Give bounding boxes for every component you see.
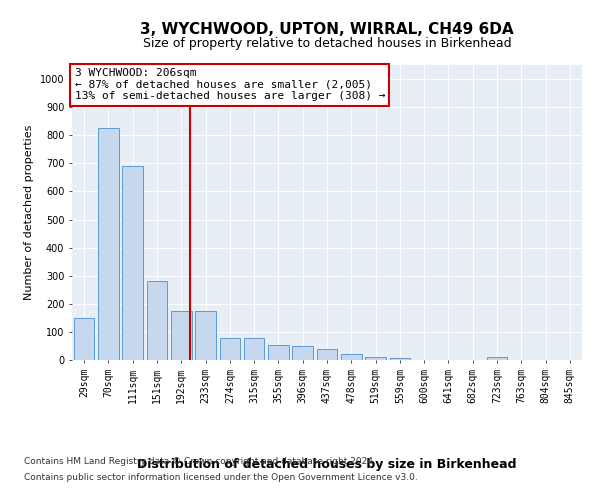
Bar bbox=[146, 282, 167, 360]
Bar bbox=[487, 357, 508, 360]
Text: Size of property relative to detached houses in Birkenhead: Size of property relative to detached ho… bbox=[143, 38, 511, 51]
Bar bbox=[74, 318, 94, 360]
Bar bbox=[389, 358, 410, 360]
Text: Contains public sector information licensed under the Open Government Licence v3: Contains public sector information licen… bbox=[24, 472, 418, 482]
Bar bbox=[268, 344, 289, 360]
Y-axis label: Number of detached properties: Number of detached properties bbox=[25, 125, 34, 300]
Bar bbox=[292, 346, 313, 360]
X-axis label: Distribution of detached houses by size in Birkenhead: Distribution of detached houses by size … bbox=[137, 458, 517, 471]
Bar bbox=[195, 311, 216, 360]
Bar bbox=[220, 338, 240, 360]
Bar bbox=[317, 349, 337, 360]
Text: 3 WYCHWOOD: 206sqm
← 87% of detached houses are smaller (2,005)
13% of semi-deta: 3 WYCHWOOD: 206sqm ← 87% of detached hou… bbox=[74, 68, 385, 101]
Bar bbox=[122, 166, 143, 360]
Bar bbox=[365, 357, 386, 360]
Bar bbox=[171, 311, 191, 360]
Bar bbox=[244, 338, 265, 360]
Bar bbox=[341, 354, 362, 360]
Text: 3, WYCHWOOD, UPTON, WIRRAL, CH49 6DA: 3, WYCHWOOD, UPTON, WIRRAL, CH49 6DA bbox=[140, 22, 514, 38]
Bar bbox=[98, 128, 119, 360]
Text: Contains HM Land Registry data © Crown copyright and database right 2024.: Contains HM Land Registry data © Crown c… bbox=[24, 458, 376, 466]
